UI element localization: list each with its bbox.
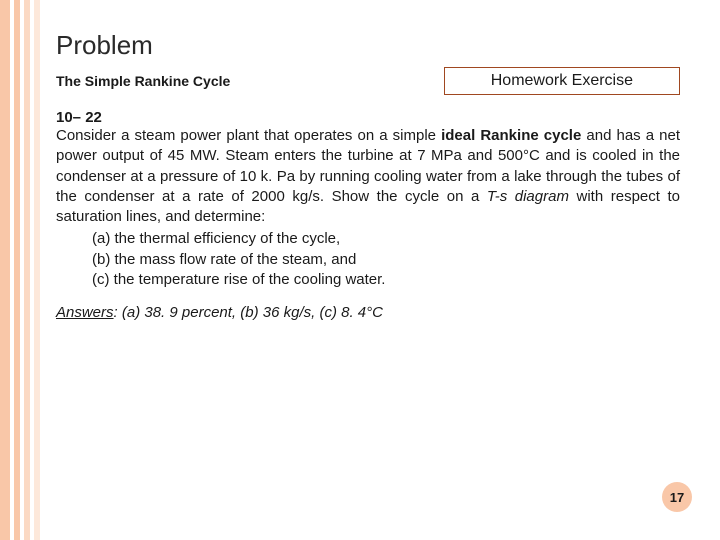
problem-body: Consider a steam power plant that operat… [56,126,680,227]
ideal-rankine-bold: ideal Rankine cycle [441,127,581,144]
decor-stripe-1 [0,0,10,540]
subtitle: The Simple Rankine Cycle [56,73,230,89]
page-number-badge: 17 [662,482,692,512]
part-b: (b) the mass flow rate of the steam, and [92,250,680,270]
answers-line: Answers: (a) 38. 9 percent, (b) 36 kg/s,… [56,304,680,321]
ts-diagram-italic: T-s diagram [487,188,569,205]
page-number: 17 [670,490,684,505]
answers-label: Answers [56,304,114,321]
homework-badge: Homework Exercise [444,67,680,95]
body-pre: Consider a steam power plant that operat… [56,127,441,144]
part-c: (c) the temperature rise of the cooling … [92,270,680,290]
subtitle-row: The Simple Rankine Cycle Homework Exerci… [56,67,680,95]
decor-stripe-2 [14,0,20,540]
page-title: Problem [56,30,680,61]
problem-parts: (a) the thermal efficiency of the cycle,… [92,229,680,290]
decor-stripe-4 [34,0,40,540]
problem-number: 10– 22 [56,109,680,126]
content-area: Problem The Simple Rankine Cycle Homewor… [56,30,680,321]
answers-text: : (a) 38. 9 percent, (b) 36 kg/s, (c) 8.… [114,304,383,321]
part-a: (a) the thermal efficiency of the cycle, [92,229,680,249]
decor-stripe-3 [24,0,30,540]
